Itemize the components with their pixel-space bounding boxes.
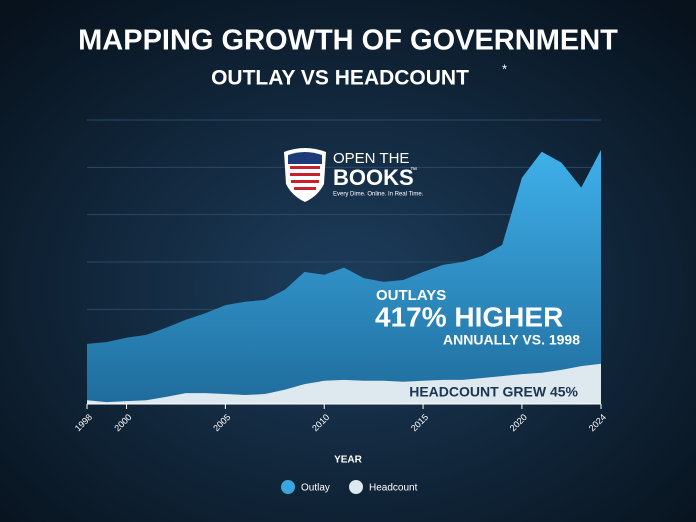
legend-marker — [349, 480, 363, 494]
annotation: 417% HIGHER — [375, 301, 563, 332]
logo-tm: ™ — [410, 167, 417, 174]
plot — [87, 119, 601, 405]
annotation: HEADCOUNT GREW 45% — [409, 384, 578, 400]
legend-label: Outlay — [301, 483, 330, 494]
chart-subtitle: OUTLAY VS HEADCOUNT — [211, 67, 469, 90]
logo-tagline: Every Dime. Online. In Real Time. — [333, 192, 424, 198]
area — [87, 149, 601, 404]
logo-stripes — [290, 166, 320, 190]
logo-line1: OPEN THE — [333, 150, 409, 167]
annotation: OUTLAYS — [376, 287, 446, 304]
area — [87, 363, 601, 404]
logo-stars — [288, 152, 322, 164]
x-axis-label: YEAR — [334, 455, 363, 466]
chart-title: MAPPING GROWTH OF GOVERNMENT — [78, 25, 618, 57]
annotation: ANNUALLY VS. 1998 — [443, 332, 580, 348]
legend-label: Headcount — [369, 483, 418, 494]
logo: OPEN THE BOOKS ™ Every Dime. Online. In … — [284, 148, 424, 202]
legend-marker — [281, 480, 295, 494]
subtitle-mark: * — [502, 61, 507, 76]
logo-line2: BOOKS — [333, 165, 414, 190]
